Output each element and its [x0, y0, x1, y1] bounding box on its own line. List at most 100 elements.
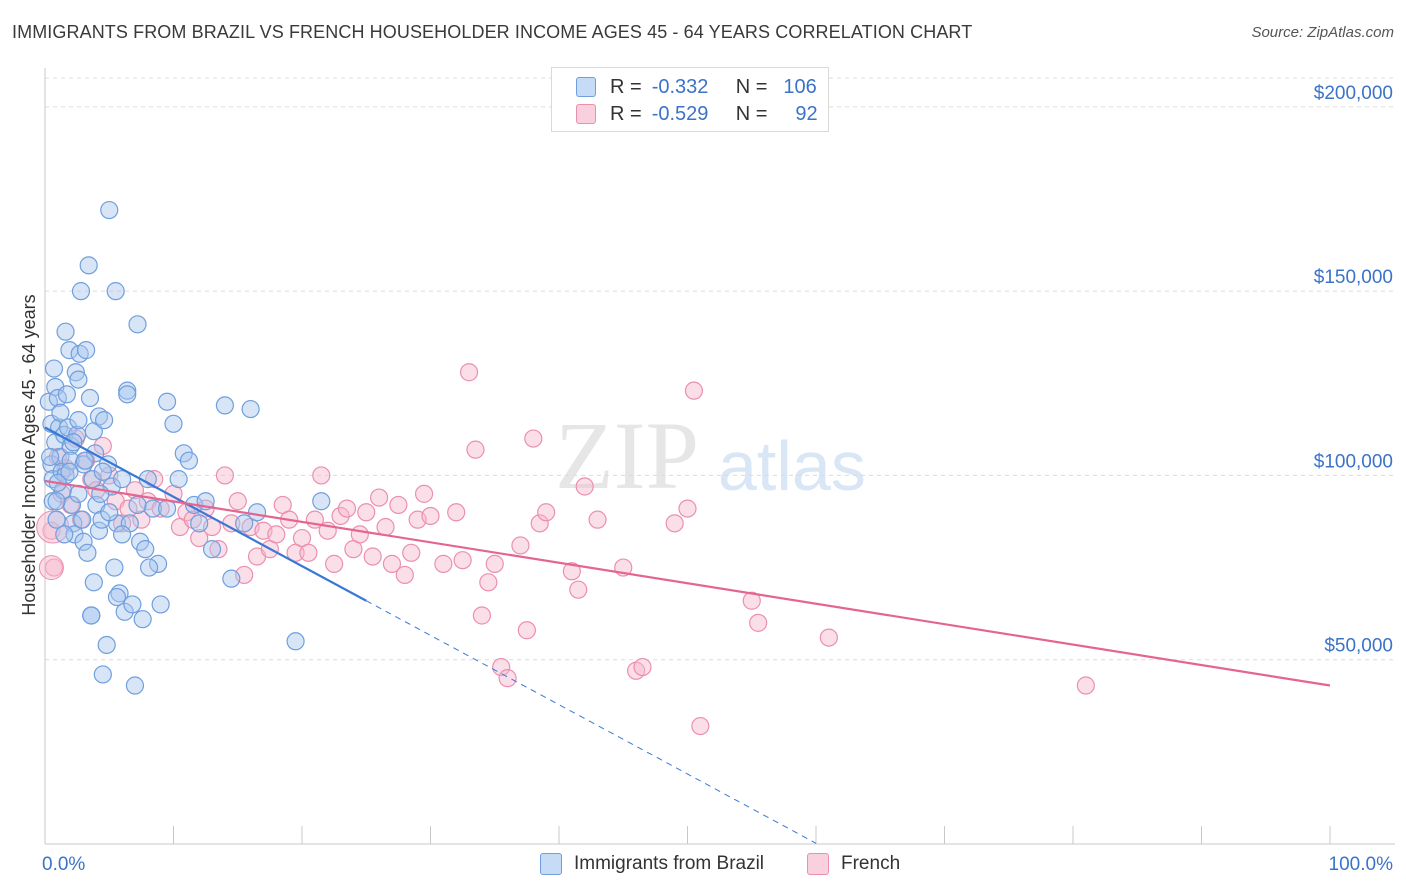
french-point	[459, 363, 479, 382]
brazil-point	[190, 514, 209, 533]
brazil-point	[106, 282, 125, 301]
french-point	[350, 525, 369, 544]
brazil-point	[55, 525, 74, 544]
brazil-point	[247, 503, 267, 522]
brazil-point	[136, 540, 155, 559]
brazil-point	[56, 322, 75, 341]
x-tick-label-end: 100.0%	[1329, 854, 1394, 875]
brazil-point	[84, 573, 103, 592]
y-tick-label: $100,000	[1314, 451, 1393, 472]
brazil-point	[69, 370, 88, 389]
french-point	[434, 554, 453, 573]
brazil-point	[128, 315, 147, 334]
french-point	[466, 440, 485, 459]
french-point	[389, 495, 408, 515]
french-trend-line	[44, 479, 1331, 687]
french-point	[325, 554, 344, 573]
french-point	[215, 466, 234, 485]
legend-r-value-french: -0.529	[651, 102, 709, 125]
brazil-point	[97, 635, 116, 655]
legend-swatch-french	[576, 104, 596, 124]
brazil-point	[125, 676, 145, 695]
brazil-point	[73, 510, 92, 529]
brazil-point	[157, 392, 177, 411]
french-point	[1076, 676, 1095, 695]
watermark: ZIP atlas	[555, 402, 866, 509]
brazil-point	[312, 492, 331, 511]
brazil-point	[93, 665, 112, 684]
brazil-points	[39, 200, 331, 695]
french-point	[190, 528, 209, 548]
brazil-point	[148, 554, 168, 573]
y-tick-label: $50,000	[1324, 636, 1393, 657]
brazil-point	[107, 587, 127, 607]
french-point	[684, 381, 704, 400]
brazil-point	[151, 595, 170, 614]
brazil-point	[62, 495, 82, 515]
brazil-point	[100, 503, 119, 522]
french-point	[485, 554, 504, 573]
french-point	[370, 488, 389, 507]
brazil-point	[66, 363, 85, 382]
y-tick-label: $150,000	[1314, 267, 1393, 288]
french-point	[331, 506, 350, 526]
french-point	[472, 606, 491, 625]
french-point	[382, 554, 402, 573]
french-point	[402, 543, 421, 562]
brazil-point	[44, 359, 64, 378]
bottom-swatch-brazil	[540, 853, 562, 875]
brazil-point	[57, 385, 76, 404]
french-point	[742, 591, 761, 610]
french-point	[678, 499, 697, 518]
french-point	[414, 484, 434, 503]
french-point	[479, 573, 498, 592]
axis-labels: $50,000 $100,000 $150,000 $200,000 0.0% 100.0…	[19, 83, 1393, 875]
french-point	[524, 429, 543, 448]
french-point	[530, 514, 549, 533]
trend-lines	[44, 426, 1331, 844]
bottom-label-french: French	[841, 853, 901, 874]
brazil-point	[128, 495, 147, 515]
brazil-point	[47, 492, 66, 511]
french-point	[421, 506, 440, 526]
french-point	[575, 477, 594, 496]
brazil-point	[118, 385, 137, 404]
french-point	[447, 503, 466, 522]
french-point	[633, 657, 652, 677]
french-point	[537, 503, 556, 522]
legend-n-value-french: 92	[795, 102, 818, 125]
french-point	[363, 547, 382, 566]
legend-r-label: R =	[610, 75, 642, 98]
brazil-point	[75, 451, 94, 470]
brazil-point	[79, 256, 98, 275]
brazil-point	[123, 595, 142, 614]
bottom-legend-brazil: Immigrants from Brazil	[540, 852, 764, 876]
brazil-point	[143, 499, 163, 518]
french-point	[819, 628, 838, 647]
brazil-point	[133, 610, 152, 629]
french-point	[209, 540, 228, 559]
bottom-label-brazil: Immigrants from Brazil	[574, 853, 765, 874]
brazil-trend-extension	[366, 600, 817, 844]
brazil-point	[157, 499, 177, 518]
brazil-point	[89, 521, 109, 540]
brazil-point	[222, 569, 241, 588]
brazil-point	[48, 388, 67, 408]
brazil-point	[51, 403, 70, 422]
legend-box: R = -0.332 N = 106 R = -0.529 N = 92	[551, 67, 829, 132]
french-point	[132, 510, 151, 529]
brazil-point	[286, 632, 305, 651]
french-point	[337, 499, 357, 518]
brazil-point	[202, 540, 222, 559]
legend-n-label: N =	[735, 75, 768, 98]
legend-row-brazil: R = -0.332 N = 106	[576, 75, 817, 99]
french-point	[267, 525, 286, 544]
french-point	[517, 621, 536, 640]
brazil-point	[169, 470, 188, 489]
x-tick-label-start: 0.0%	[42, 854, 85, 875]
brazil-point	[71, 282, 91, 301]
brazil-point	[112, 470, 132, 489]
brazil-point	[82, 606, 101, 625]
legend-swatch-brazil	[576, 77, 596, 97]
